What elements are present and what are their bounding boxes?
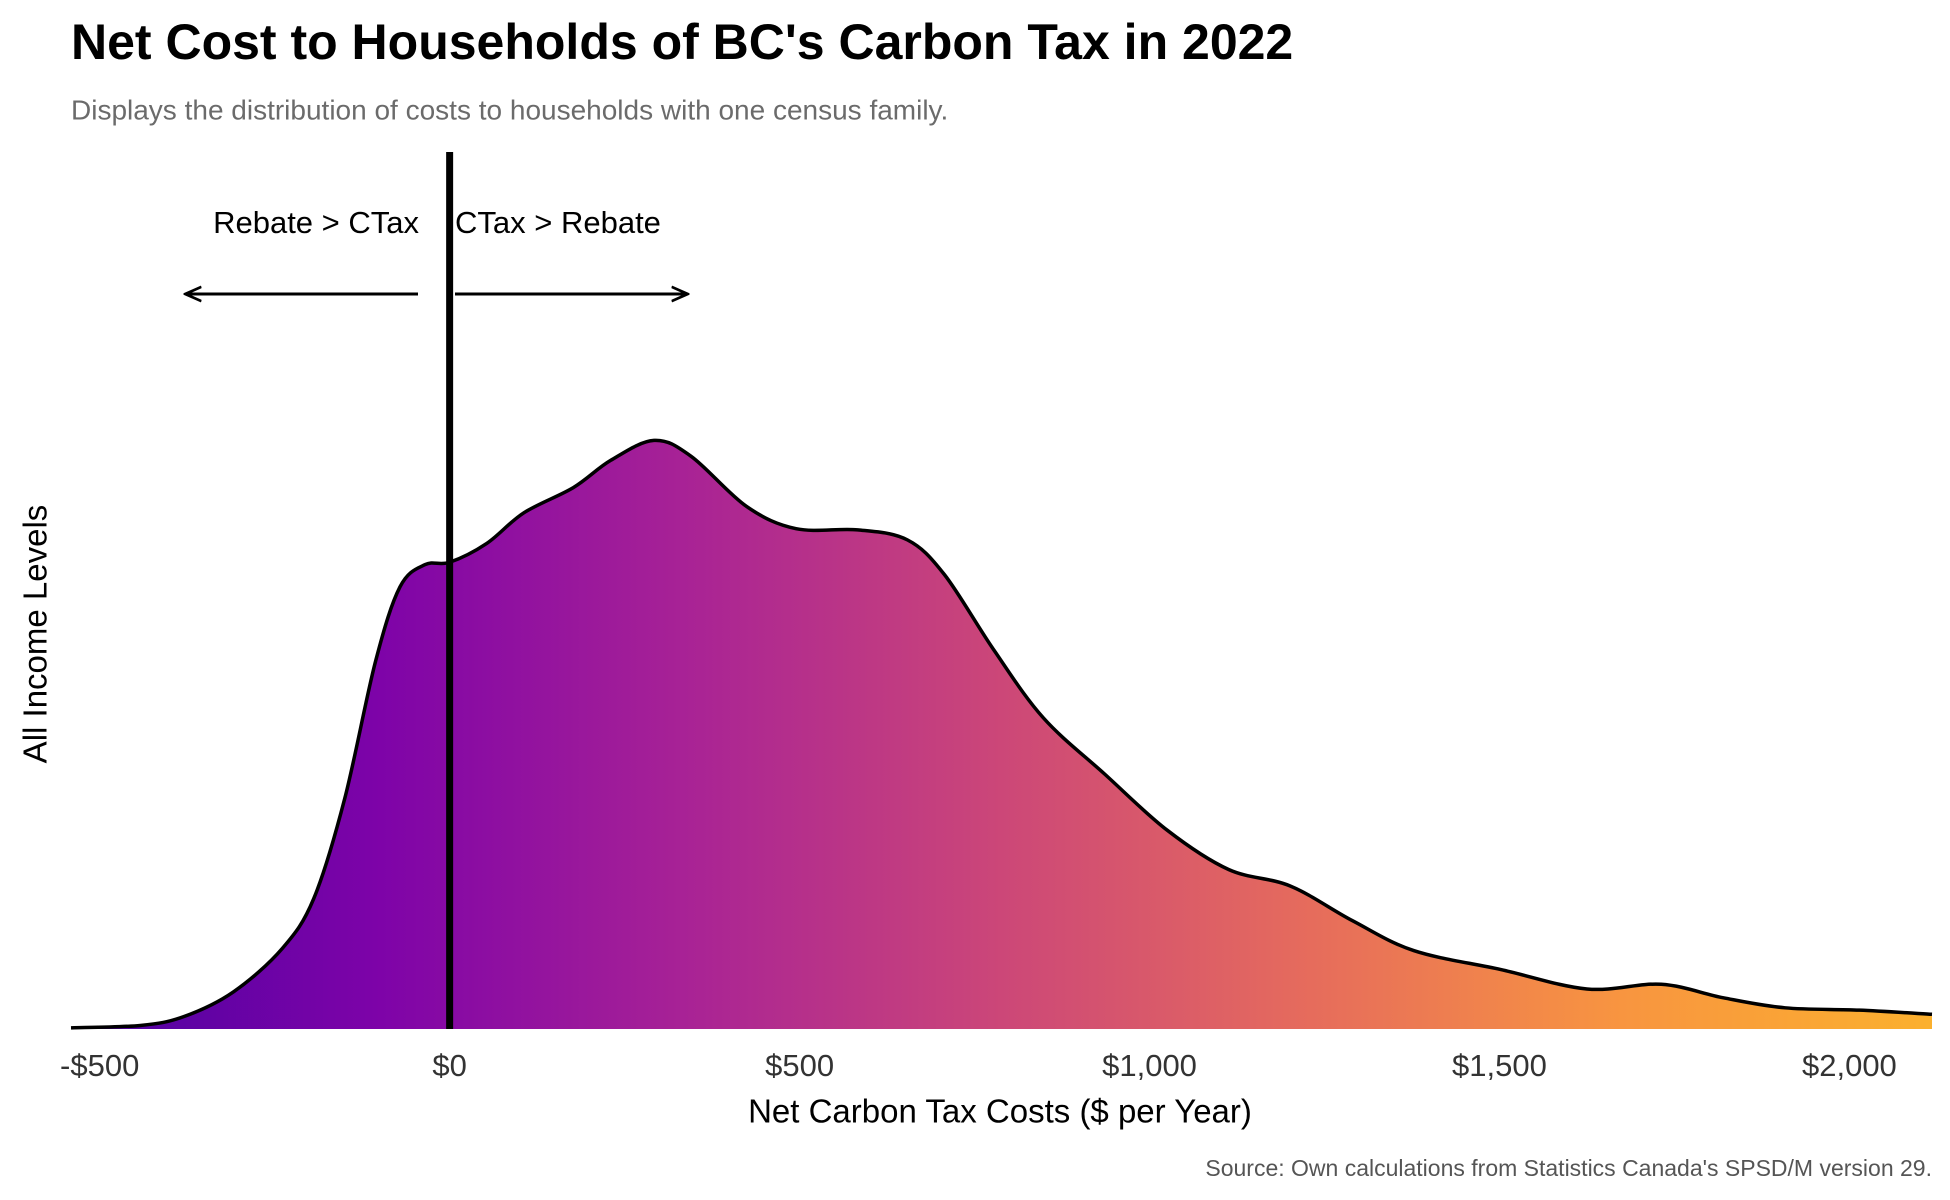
density-area: [71, 440, 1932, 1029]
x-tick-label: $2,000: [1802, 1048, 1897, 1083]
chart-title: Net Cost to Households of BC's Carbon Ta…: [71, 14, 1293, 70]
chart-subtitle: Displays the distribution of costs to ho…: [71, 94, 948, 125]
y-axis-label: All Income Levels: [17, 505, 54, 764]
x-tick-label: $500: [765, 1048, 834, 1083]
annotation: Rebate > CTax: [213, 205, 419, 240]
caption: Source: Own calculations from Statistics…: [1205, 1155, 1932, 1181]
x-tick-label: $0: [432, 1048, 466, 1083]
x-tick-label: -$500: [60, 1048, 139, 1083]
x-tick-label: $1,000: [1102, 1048, 1197, 1083]
x-axis-label: Net Carbon Tax Costs ($ per Year): [748, 1093, 1252, 1130]
annotation: CTax > Rebate: [455, 205, 661, 240]
x-tick-label: $1,500: [1452, 1048, 1547, 1083]
density-line: [70, 438, 1933, 1030]
